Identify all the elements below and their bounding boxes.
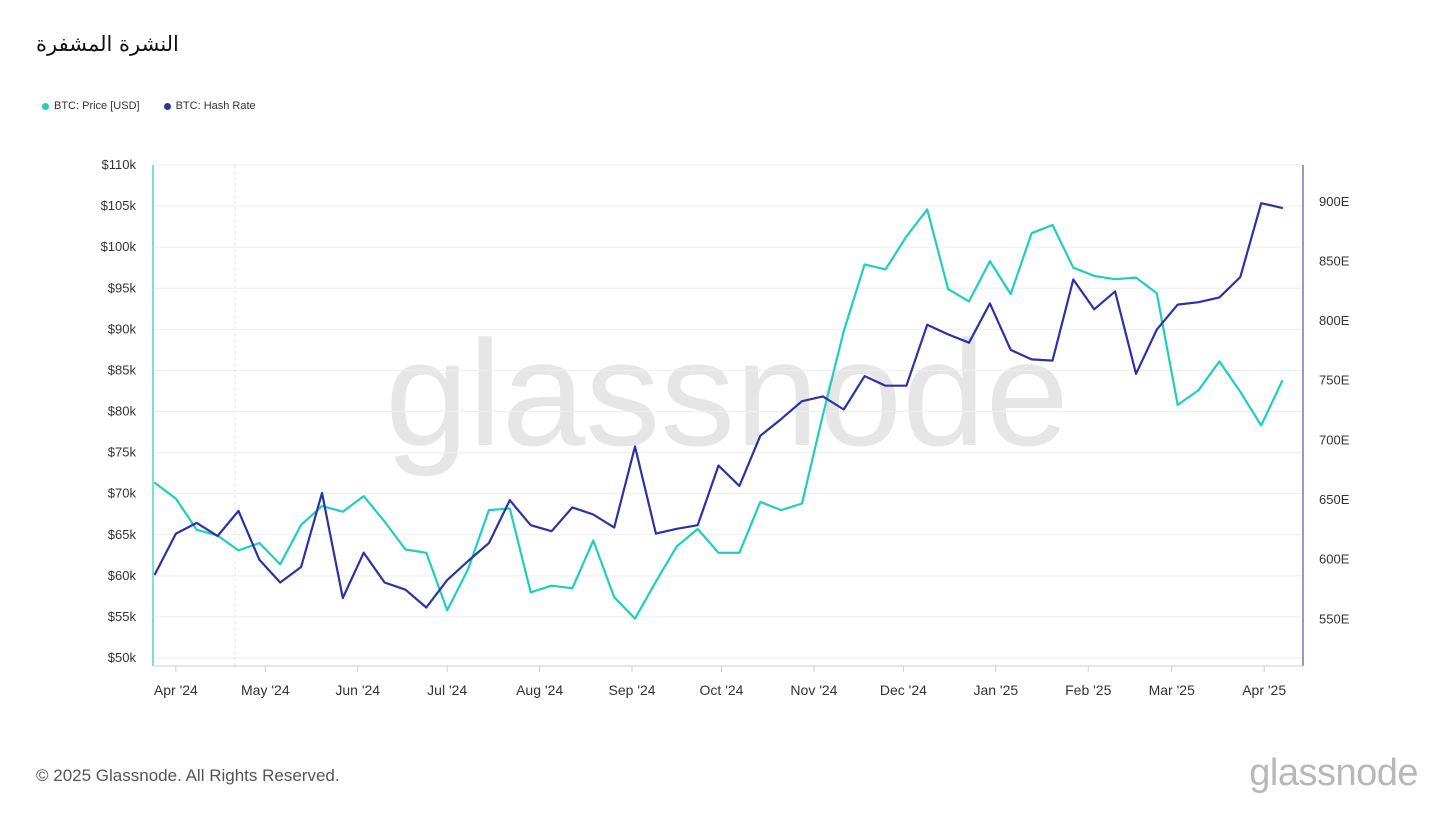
y-left-tick-label: $75k: [108, 445, 137, 460]
y-left-tick-label: $50k: [108, 650, 137, 665]
x-tick-label: Apr '24: [154, 682, 198, 698]
y-right-tick-label: 800E: [1319, 313, 1350, 328]
x-tick-label: Jun '24: [335, 682, 380, 698]
x-tick-label: May '24: [241, 682, 290, 698]
y-left-tick-label: $85k: [108, 362, 137, 377]
y-left-tick-label: $110k: [102, 157, 137, 172]
series-line-hash-rate: [153, 202, 1284, 609]
legend-label-hash-rate: BTC: Hash Rate: [175, 100, 256, 112]
chart-watermark: glassnode: [385, 309, 1069, 477]
legend-label-price: BTC: Price [USD]: [54, 100, 140, 112]
y-right-tick-label: 600E: [1319, 552, 1350, 567]
y-right-tick-label: 850E: [1319, 253, 1350, 268]
legend-dot-hash-rate-icon: [163, 102, 171, 110]
x-tick-label: Jan '25: [973, 682, 1018, 698]
grid-lines: [153, 164, 1303, 666]
legend-item-hash-rate[interactable]: BTC: Hash Rate: [163, 100, 256, 112]
y-right-tick-label: 900E: [1319, 194, 1350, 209]
y-left-tick-label: $70k: [108, 486, 137, 501]
chart-title: النشرة المشفرة: [36, 32, 179, 56]
legend-dot-price-icon: [42, 102, 49, 110]
y-left-tick-label: $105k: [101, 198, 137, 213]
y-right-tick-label: 700E: [1319, 432, 1350, 447]
chart-legend: BTC: Price [USD] BTC: Hash Rate: [42, 100, 256, 112]
x-tick-label: Mar '25: [1149, 682, 1195, 698]
x-tick-label: Nov '24: [790, 682, 837, 698]
y-left-tick-label: $55k: [108, 609, 137, 624]
y-left-tick-label: $90k: [108, 321, 137, 336]
tick-labels: $50k $55k $60k $65k $70k $75k $80k $85k $90k $95k…: [101, 157, 1350, 698]
y-right-tick-label: 750E: [1319, 373, 1350, 388]
x-tick-label: Apr '25: [1242, 682, 1286, 698]
y-left-tick-label: $100k: [101, 239, 137, 254]
x-tick-label: Aug '24: [516, 682, 563, 698]
axes: [152, 165, 1304, 672]
x-tick-label: Oct '24: [700, 682, 744, 698]
glassnode-logo: glassnode: [1249, 752, 1418, 794]
legend-item-price[interactable]: BTC: Price [USD]: [42, 100, 140, 112]
copyright-notice: © 2025 Glassnode. All Rights Reserved.: [36, 766, 340, 785]
y-left-tick-label: $65k: [108, 527, 137, 542]
x-tick-label: Jul '24: [427, 682, 467, 698]
x-tick-label: Sep '24: [609, 682, 656, 698]
y-left-tick-label: $95k: [108, 280, 137, 295]
series-line-price: [153, 208, 1284, 620]
x-tick-label: Feb '25: [1065, 682, 1111, 698]
y-right-tick-label: 650E: [1319, 492, 1350, 507]
series-lines: [153, 202, 1284, 620]
y-right-tick-label: 550E: [1319, 611, 1350, 626]
y-left-tick-label: $80k: [108, 404, 137, 419]
x-tick-label: Dec '24: [880, 682, 927, 698]
y-left-tick-label: $60k: [108, 568, 137, 583]
